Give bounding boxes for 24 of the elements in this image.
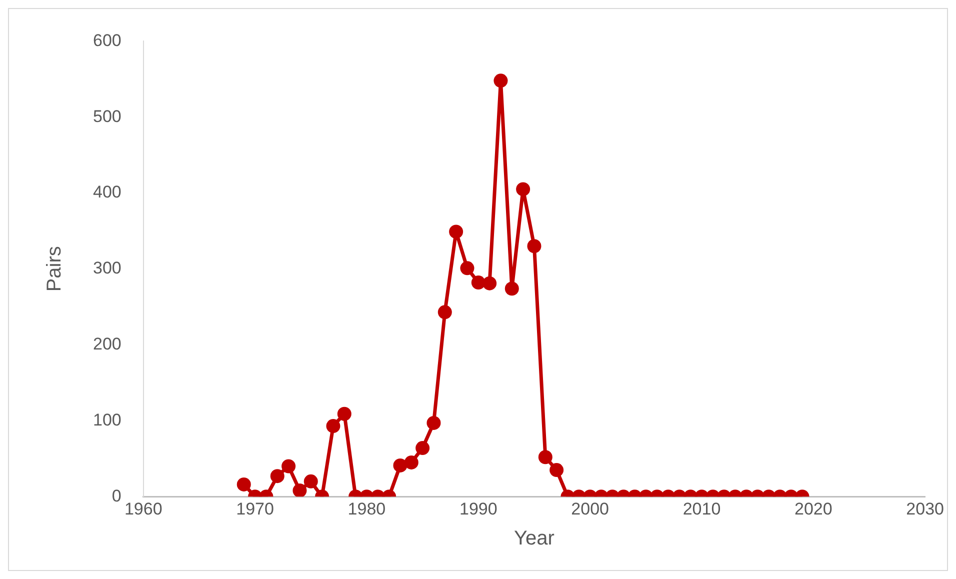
x-tick-label: 2010 bbox=[682, 499, 721, 518]
y-tick-label: 100 bbox=[92, 410, 122, 430]
y-tick-label: 300 bbox=[92, 258, 122, 278]
x-tick-label: 1960 bbox=[124, 499, 162, 518]
x-tick-label: 1980 bbox=[348, 499, 386, 518]
point bbox=[438, 305, 452, 320]
x-tick-label: 2020 bbox=[794, 499, 832, 518]
point bbox=[449, 224, 464, 239]
x-tick-label: 2030 bbox=[906, 499, 944, 518]
x-axis-title: Year bbox=[514, 528, 555, 550]
x-tick-label: 1970 bbox=[236, 499, 274, 518]
x-tick-label: 1990 bbox=[459, 499, 498, 518]
y-tick-label: 400 bbox=[92, 182, 122, 202]
y-tick-label: 200 bbox=[92, 334, 122, 354]
point bbox=[460, 261, 474, 276]
y-tick-label: 600 bbox=[92, 30, 122, 50]
point bbox=[516, 182, 530, 196]
point bbox=[527, 239, 542, 254]
x-tick-label: 2000 bbox=[571, 499, 609, 518]
point bbox=[504, 282, 519, 296]
point bbox=[482, 276, 497, 290]
y-tick-label: 500 bbox=[92, 106, 122, 126]
y-tick-label: 0 bbox=[112, 486, 122, 506]
y-axis-title: Pairs bbox=[44, 246, 66, 292]
